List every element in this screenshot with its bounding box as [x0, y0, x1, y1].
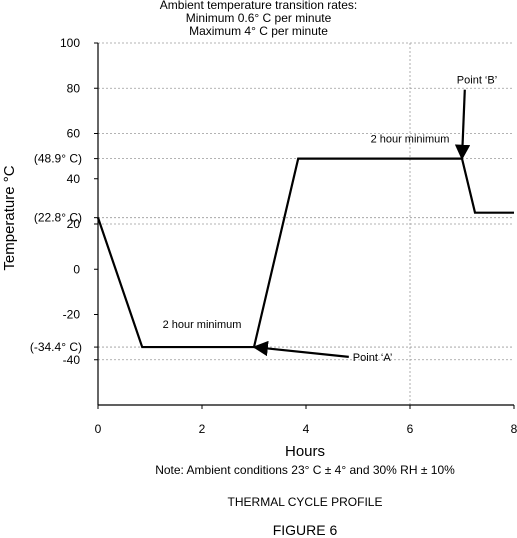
series-line — [96, 157, 514, 349]
axes — [94, 42, 515, 409]
x-tick-label: 6 — [407, 422, 414, 436]
chart-caption: THERMAL CYCLE PROFILE — [228, 495, 383, 509]
y-extra-label: (48.9° C) — [34, 152, 82, 166]
figure-label: FIGURE 6 — [273, 522, 338, 538]
series-group — [96, 157, 514, 349]
y-tick-label: 20 — [67, 217, 81, 231]
annotation-label: 2 hour minimum — [371, 134, 450, 146]
annotation-label: Point ‘B’ — [457, 75, 497, 87]
x-tick-label: 2 — [199, 422, 206, 436]
y-tick-label: 80 — [67, 81, 81, 95]
chart-header: Ambient temperature transition rates: Mi… — [0, 0, 517, 38]
y-tick-label: 100 — [60, 36, 80, 50]
header-line-2: Minimum 0.6° C per minute — [185, 11, 332, 25]
annotations: 2 hour minimum 2 hour minimum Point ‘A’ Poi… — [163, 75, 498, 364]
x-tick-label: 4 — [303, 422, 310, 436]
note-text: Note: Ambient conditions 23° C ± 4° and … — [155, 463, 455, 477]
x-axis-label: Hours — [285, 443, 325, 460]
y-axis-label: Temperature °C — [1, 165, 18, 270]
y-tick-label: 0 — [73, 262, 80, 276]
annotation-label: Point ‘A’ — [353, 352, 393, 364]
header-line-3: Maximum 4° C per minute — [189, 24, 328, 38]
annotation-arrow — [252, 340, 349, 358]
y-tick-label: -40 — [63, 353, 81, 367]
header-line-1: Ambient temperature transition rates: — [159, 0, 358, 12]
y-extra-label: (22.8° C) — [34, 211, 82, 225]
y-extra-label: (-34.4° C) — [30, 340, 82, 354]
y-tick-label: -20 — [63, 308, 81, 322]
grid-lines — [98, 42, 514, 405]
y-tick-label: 60 — [67, 127, 81, 141]
annotation-label: 2 hour minimum — [163, 319, 242, 331]
y-tick-label: 40 — [67, 172, 81, 186]
x-tick-label: 8 — [511, 422, 517, 436]
x-tick-label: 0 — [95, 422, 102, 436]
annotation-arrow — [454, 89, 471, 161]
